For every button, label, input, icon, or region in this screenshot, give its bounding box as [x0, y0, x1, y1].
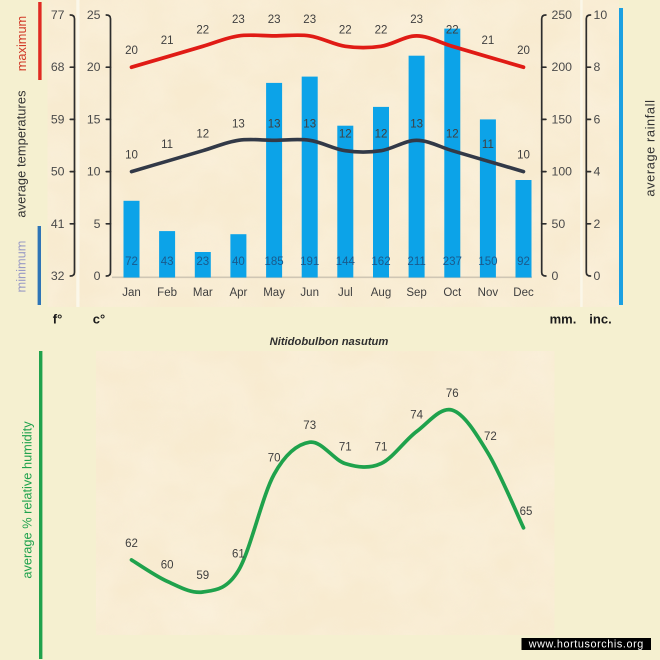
svg-text:23: 23 [196, 256, 209, 268]
svg-text:76: 76 [446, 388, 459, 400]
svg-text:11: 11 [482, 139, 494, 151]
svg-text:22: 22 [375, 24, 388, 36]
svg-text:62: 62 [125, 538, 138, 550]
svg-text:21: 21 [482, 35, 495, 47]
svg-text:0: 0 [552, 269, 559, 283]
svg-text:c°: c° [93, 312, 105, 327]
svg-text:13: 13 [232, 118, 245, 130]
svg-text:23: 23 [268, 14, 281, 26]
svg-text:92: 92 [517, 256, 530, 268]
svg-text:www.hortusorchis.org: www.hortusorchis.org [528, 638, 644, 650]
svg-text:12: 12 [196, 129, 209, 141]
svg-text:71: 71 [375, 442, 388, 454]
svg-text:211: 211 [407, 256, 425, 268]
svg-text:23: 23 [303, 14, 316, 26]
svg-text:43: 43 [161, 256, 174, 268]
svg-text:Apr: Apr [229, 287, 247, 299]
svg-text:72: 72 [484, 431, 497, 443]
svg-text:Feb: Feb [157, 287, 177, 299]
svg-text:Dec: Dec [513, 287, 534, 299]
svg-text:Jun: Jun [300, 287, 319, 299]
svg-text:mm.: mm. [550, 312, 577, 327]
svg-text:20: 20 [125, 45, 138, 57]
svg-text:inc.: inc. [589, 312, 611, 327]
svg-text:May: May [263, 287, 285, 299]
svg-text:40: 40 [232, 256, 245, 268]
svg-text:61: 61 [232, 549, 245, 561]
svg-text:2: 2 [594, 217, 601, 231]
svg-text:185: 185 [265, 256, 284, 268]
svg-text:22: 22 [339, 24, 352, 36]
svg-text:13: 13 [303, 118, 316, 130]
svg-text:32: 32 [51, 269, 65, 283]
svg-text:15: 15 [87, 112, 101, 126]
svg-text:144: 144 [336, 256, 356, 268]
svg-text:23: 23 [232, 14, 245, 26]
svg-text:20: 20 [87, 60, 101, 74]
svg-text:8: 8 [594, 60, 601, 74]
svg-text:average % relative humidity: average % relative humidity [20, 421, 35, 579]
svg-text:f°: f° [53, 312, 63, 327]
svg-text:70: 70 [268, 452, 281, 464]
svg-text:Sep: Sep [406, 287, 426, 299]
svg-text:65: 65 [520, 506, 533, 518]
svg-text:10: 10 [87, 165, 101, 179]
svg-text:Nitidobulbon nasutum: Nitidobulbon nasutum [270, 336, 389, 348]
svg-text:10: 10 [125, 150, 138, 162]
svg-text:12: 12 [375, 129, 388, 141]
svg-text:22: 22 [446, 24, 459, 36]
svg-text:Nov: Nov [478, 287, 499, 299]
svg-text:10: 10 [517, 150, 530, 162]
svg-text:22: 22 [196, 24, 209, 36]
svg-text:150: 150 [478, 256, 497, 268]
svg-text:Mar: Mar [193, 287, 213, 299]
svg-text:200: 200 [552, 60, 573, 74]
svg-text:13: 13 [410, 118, 423, 130]
svg-text:6: 6 [594, 112, 601, 126]
svg-text:5: 5 [94, 217, 101, 231]
svg-text:21: 21 [161, 35, 174, 47]
svg-text:Jan: Jan [122, 287, 141, 299]
svg-text:250: 250 [552, 8, 573, 22]
svg-text:191: 191 [300, 256, 319, 268]
svg-text:Aug: Aug [371, 287, 391, 299]
svg-text:77: 77 [51, 8, 65, 22]
svg-text:72: 72 [125, 256, 138, 268]
svg-text:12: 12 [339, 129, 352, 141]
svg-text:0: 0 [94, 269, 101, 283]
svg-text:162: 162 [371, 256, 390, 268]
svg-text:Oct: Oct [443, 287, 462, 299]
svg-text:20: 20 [517, 45, 530, 57]
svg-text:average temperatures: average temperatures [14, 90, 29, 217]
svg-text:71: 71 [339, 442, 352, 454]
svg-text:10: 10 [594, 8, 608, 22]
svg-text:0: 0 [594, 269, 601, 283]
svg-text:59: 59 [196, 570, 209, 582]
svg-text:12: 12 [446, 129, 459, 141]
svg-text:23: 23 [410, 14, 423, 26]
svg-text:50: 50 [552, 217, 566, 231]
svg-text:4: 4 [594, 165, 601, 179]
svg-text:59: 59 [51, 112, 65, 126]
svg-text:150: 150 [552, 112, 573, 126]
svg-text:100: 100 [552, 165, 573, 179]
svg-text:41: 41 [51, 217, 65, 231]
svg-text:maximum: maximum [14, 16, 29, 71]
svg-text:50: 50 [51, 165, 65, 179]
svg-text:237: 237 [443, 256, 462, 268]
svg-text:minimum: minimum [14, 241, 29, 293]
svg-text:11: 11 [161, 139, 173, 151]
svg-text:Jul: Jul [338, 287, 353, 299]
svg-text:73: 73 [303, 420, 316, 432]
svg-text:60: 60 [161, 559, 174, 571]
svg-text:68: 68 [51, 60, 65, 74]
svg-text:74: 74 [410, 410, 423, 422]
svg-text:average rainfall: average rainfall [643, 99, 658, 196]
svg-text:25: 25 [87, 8, 101, 22]
svg-text:13: 13 [268, 118, 281, 130]
